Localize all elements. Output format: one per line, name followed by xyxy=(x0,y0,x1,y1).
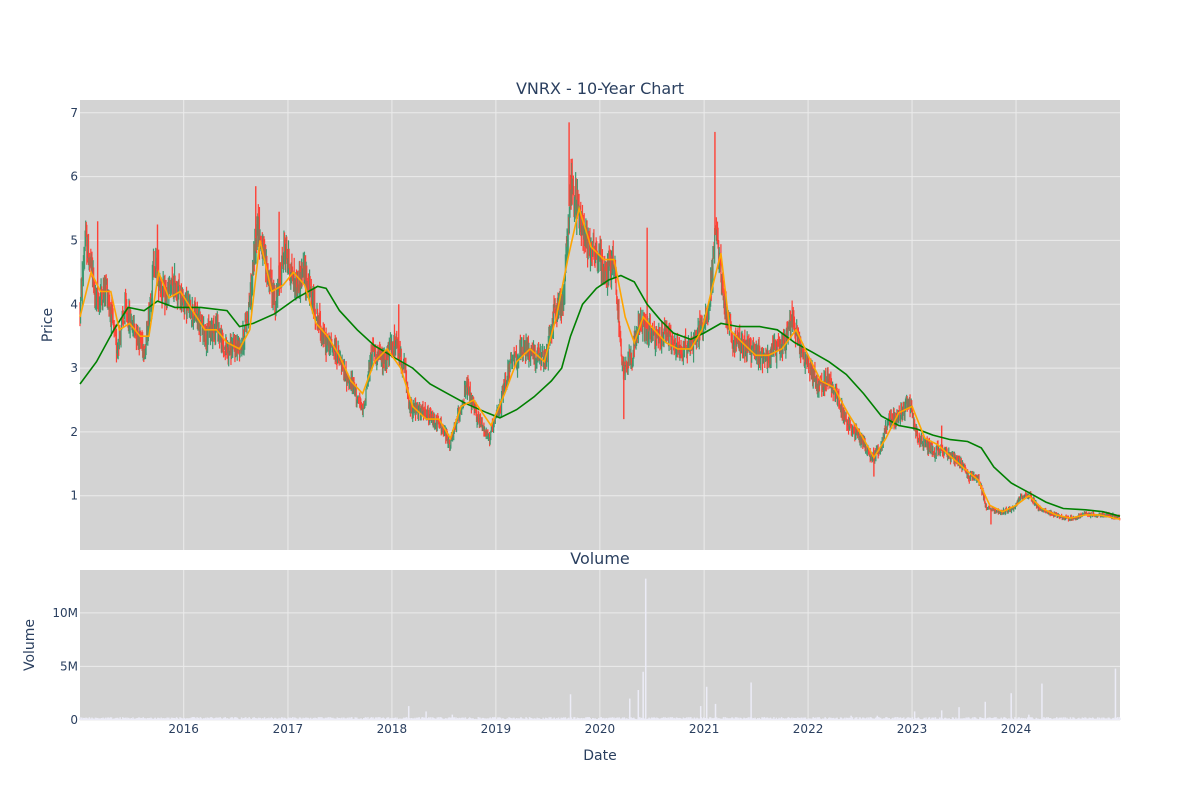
price-y-tick-label: 5 xyxy=(70,233,78,247)
price-y-tick-label: 7 xyxy=(70,106,78,120)
price-y-tick-labels: 1 2 3 4 5 6 7 xyxy=(70,106,78,503)
volume-x-tick-label: 2018 xyxy=(377,722,408,736)
volume-x-tick-labels: 2016 2017 2018 2019 2020 2021 2022 2023 2024 xyxy=(168,722,1031,736)
volume-x-tick-label: 2017 xyxy=(273,722,304,736)
moving-average-long-line xyxy=(79,274,1121,517)
volume-y-tick-label: 0 xyxy=(70,713,78,727)
volume-y-tick-labels: 0 5M 10M xyxy=(52,606,78,727)
volume-x-tick-label: 2021 xyxy=(689,722,720,736)
volume-x-tick-label: 2016 xyxy=(168,722,199,736)
moving-average-short-line xyxy=(79,205,1121,521)
volume-x-tick-label: 2019 xyxy=(481,722,512,736)
volume-x-tick-label: 2023 xyxy=(897,722,928,736)
price-y-tick-label: 3 xyxy=(70,361,78,375)
volume-y-tick-label: 10M xyxy=(52,606,78,620)
price-y-tick-label: 2 xyxy=(70,425,78,439)
price-y-tick-label: 1 xyxy=(70,489,78,503)
price-y-tick-label: 4 xyxy=(70,297,78,311)
x-axis-title: Date xyxy=(583,748,616,764)
volume-y-tick-label: 5M xyxy=(60,659,78,673)
volume-x-tick-label: 2024 xyxy=(1001,722,1032,736)
price-chart-title: VNRX - 10-Year Chart xyxy=(516,79,684,98)
volume-bars xyxy=(79,578,1121,720)
price-gridlines xyxy=(80,100,1120,550)
price-y-tick-label: 6 xyxy=(70,170,78,184)
volume-x-tick-label: 2020 xyxy=(585,722,616,736)
volume-x-tick-label: 2022 xyxy=(793,722,824,736)
price-y-axis-title: Price xyxy=(40,308,56,342)
volume-chart-title: Volume xyxy=(570,549,630,568)
volume-y-axis-title: Volume xyxy=(22,619,38,671)
